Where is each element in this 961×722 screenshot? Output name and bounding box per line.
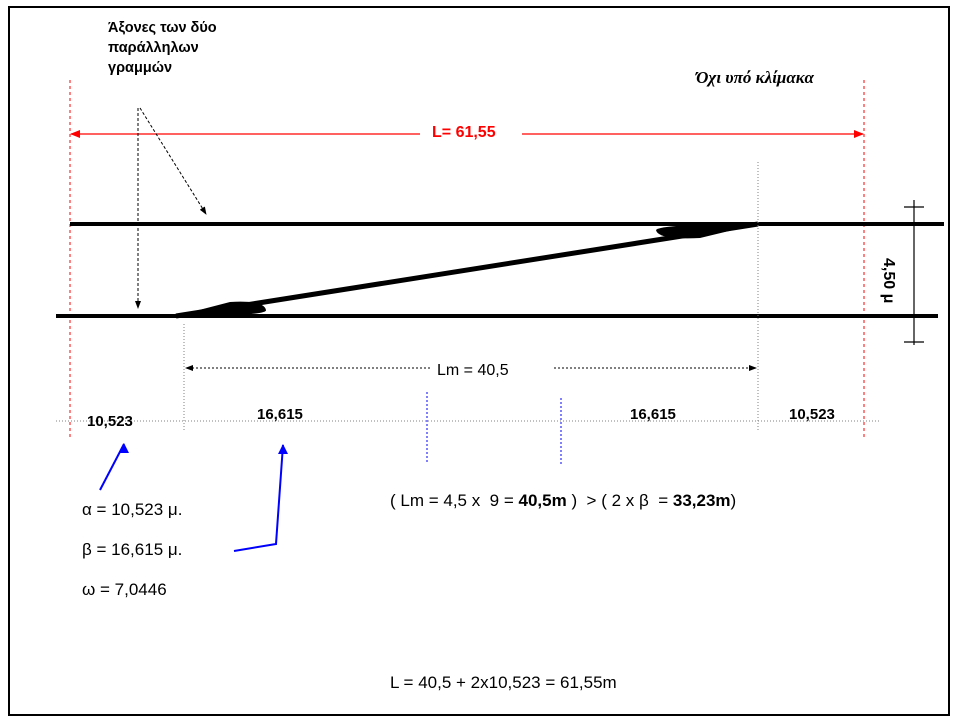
alpha-parameter: α = 10,523 μ. — [82, 500, 183, 519]
segment-2-label: 16,615 — [257, 406, 303, 423]
label-pointer-upper — [139, 107, 207, 215]
track-spacing-label: 4,50 μ — [880, 258, 897, 304]
middle-length-label: Lm = 40,5 — [437, 362, 509, 379]
crossover-line — [175, 221, 759, 319]
upper-switch-mark — [656, 224, 758, 239]
segment-3-label: 16,615 — [630, 406, 676, 423]
beta-parameter: β = 16,615 μ. — [82, 540, 183, 559]
comparison-lm-value: 40,5m — [518, 491, 567, 510]
not-to-scale-note: Όχι υπό κλίμακα — [696, 68, 814, 87]
alpha-pointer — [99, 443, 129, 491]
comparison-part-e: ) — [730, 491, 737, 510]
lower-switch-mark — [176, 301, 267, 316]
diagram-frame — [8, 6, 950, 716]
comparison-part-a: ( Lm = 4,5 x 9 = — [390, 491, 519, 510]
axes-label-line1: Άξονες των δύο — [108, 20, 217, 36]
axes-label-line3: γραμμών — [108, 60, 173, 76]
comparison-equation: ( Lm = 4,5 x 9 = 40,5m ) > ( 2 x β = 33,… — [390, 491, 736, 511]
axes-label-line2: παράλληλων — [108, 40, 199, 56]
comparison-2beta-value: 33,23m — [672, 491, 731, 510]
comparison-part-c: ) > ( 2 x β = — [566, 491, 673, 510]
segment-1-label: 10,523 — [87, 413, 133, 430]
omega-parameter: ω = 7,0446 — [82, 580, 167, 599]
beta-pointer — [233, 444, 288, 552]
segment-4-label: 10,523 — [789, 406, 835, 423]
total-length-label: L= 61,55 — [432, 124, 496, 141]
total-equation: L = 40,5 + 2x10,523 = 61,55m — [390, 673, 617, 692]
